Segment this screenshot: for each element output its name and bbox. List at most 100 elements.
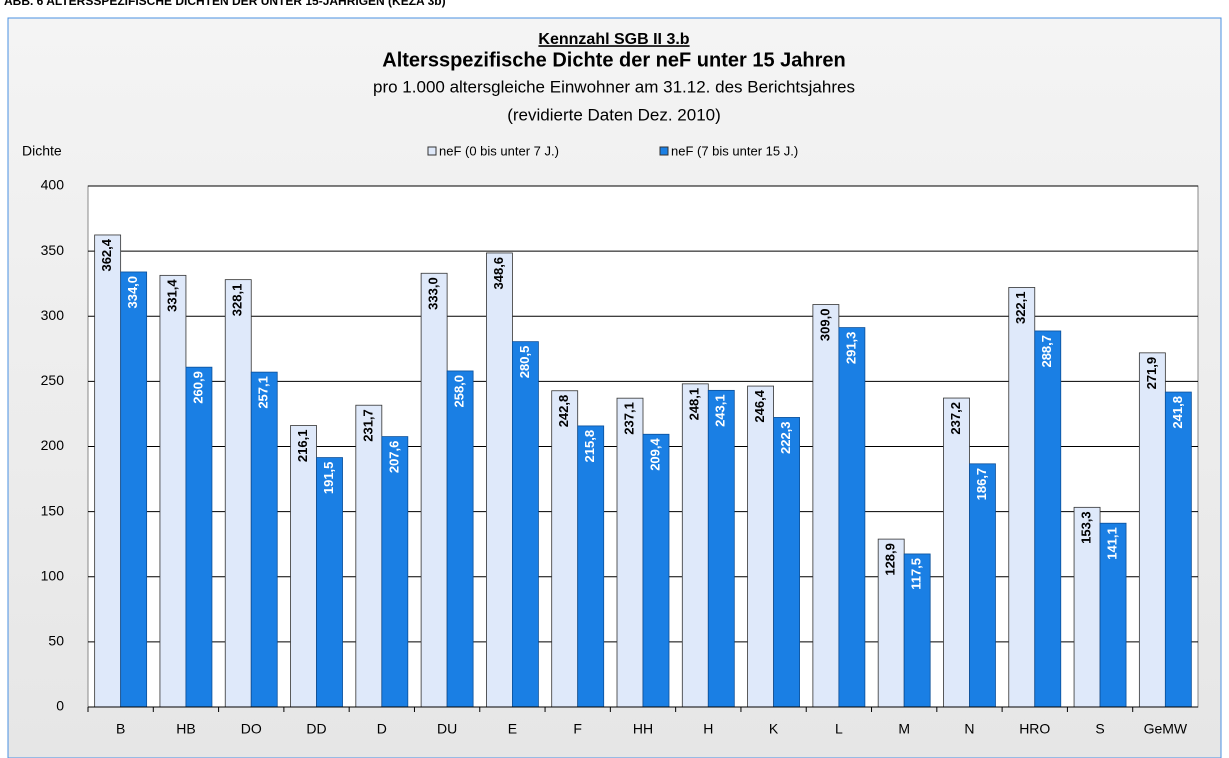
data-label: 280,5 xyxy=(517,346,532,379)
bar xyxy=(316,457,343,708)
bar xyxy=(747,385,774,708)
data-label: 258,0 xyxy=(452,375,467,408)
y-tick-label: 0 xyxy=(56,698,64,714)
bar xyxy=(969,463,996,708)
x-tick-label: D xyxy=(377,721,387,737)
x-tick-label: M xyxy=(898,721,910,737)
bar xyxy=(838,327,866,708)
data-label: 348,6 xyxy=(491,257,506,290)
data-label: 328,1 xyxy=(230,284,245,317)
x-tick-label: DO xyxy=(241,721,262,737)
x-tick-label: HB xyxy=(176,721,195,737)
data-label: 237,2 xyxy=(948,402,963,435)
data-label: 333,0 xyxy=(426,277,441,310)
data-label: 222,3 xyxy=(778,421,793,454)
data-label: 362,4 xyxy=(99,238,114,271)
y-tick-label: 400 xyxy=(41,177,65,193)
note: (revidierte Daten Dez. 2010) xyxy=(507,105,721,124)
bar xyxy=(1099,522,1127,708)
bar xyxy=(120,271,148,708)
bar xyxy=(1164,391,1192,708)
data-label: 246,4 xyxy=(752,389,767,422)
data-label: 271,9 xyxy=(1144,357,1159,390)
bar xyxy=(1073,506,1101,708)
bar xyxy=(707,389,735,708)
data-label: 260,9 xyxy=(190,371,205,404)
bar xyxy=(1138,352,1166,708)
data-label: 191,5 xyxy=(321,462,336,495)
bar xyxy=(250,371,278,708)
x-tick-label: B xyxy=(116,721,125,737)
bar xyxy=(420,272,448,708)
chart-title: Altersspezifische Dichte der neF unter 1… xyxy=(382,49,846,71)
bar xyxy=(812,304,840,708)
bar xyxy=(551,390,579,708)
x-tick-label: DU xyxy=(437,721,457,737)
data-label: 291,3 xyxy=(843,332,858,365)
data-label: 128,9 xyxy=(883,543,898,576)
y-tick-label: 200 xyxy=(41,437,65,453)
bar xyxy=(773,417,800,708)
legend-label: neF (0 bis unter 7 J.) xyxy=(439,143,559,158)
data-label: 231,7 xyxy=(360,409,375,442)
x-tick-label: DD xyxy=(306,721,326,737)
y-tick-label: 50 xyxy=(48,633,64,649)
data-label: 242,8 xyxy=(556,395,571,428)
data-label: 243,1 xyxy=(713,394,728,427)
legend-label: neF (7 bis unter 15 J.) xyxy=(671,143,798,158)
bar xyxy=(381,436,409,708)
data-label: 186,7 xyxy=(974,468,989,501)
x-tick-label: K xyxy=(769,721,779,737)
x-tick-label: HH xyxy=(633,721,653,737)
bar xyxy=(616,397,644,708)
bar xyxy=(446,370,474,708)
x-tick-label: N xyxy=(964,721,974,737)
data-label: 322,1 xyxy=(1013,291,1028,324)
legend-swatch xyxy=(659,146,669,156)
y-tick-label: 300 xyxy=(41,307,65,323)
x-tick-label: S xyxy=(1095,721,1104,737)
bar xyxy=(642,433,670,708)
data-label: 207,6 xyxy=(386,441,401,474)
x-tick-label: GeMW xyxy=(1144,721,1188,737)
bar xyxy=(159,274,187,708)
y-tick-label: 100 xyxy=(41,567,65,583)
bar xyxy=(290,425,317,708)
y-tick-label: 350 xyxy=(41,242,65,258)
data-label: 241,8 xyxy=(1170,396,1185,429)
data-label: 117,5 xyxy=(909,558,924,590)
data-label: 248,1 xyxy=(687,388,702,421)
x-tick-label: L xyxy=(835,721,843,737)
data-label: 141,1 xyxy=(1104,527,1119,560)
y-tick-label: 150 xyxy=(41,502,65,518)
data-label: 331,4 xyxy=(164,279,179,312)
kicker: Kennzahl SGB II 3.b xyxy=(538,31,689,48)
data-label: 237,1 xyxy=(621,402,636,435)
subtitle: pro 1.000 altersgleiche Einwohner am 31.… xyxy=(373,77,855,96)
x-tick-label: H xyxy=(703,721,713,737)
x-tick-label: HRO xyxy=(1019,721,1050,737)
data-label: 215,8 xyxy=(582,430,597,463)
x-tick-label: E xyxy=(508,721,517,737)
bar xyxy=(512,341,539,708)
legend-swatch xyxy=(427,146,437,156)
bar xyxy=(943,397,970,708)
bar xyxy=(903,553,931,708)
bar xyxy=(185,366,213,708)
data-label: 153,3 xyxy=(1078,511,1093,544)
data-label: 288,7 xyxy=(1039,335,1054,368)
data-label: 216,1 xyxy=(295,430,310,463)
bar xyxy=(224,279,252,708)
header: ABB. 6 ALTERSSPEZIFISCHE DICHTEN DER UNT… xyxy=(4,0,446,8)
bar xyxy=(577,425,605,708)
data-label: 309,0 xyxy=(817,309,832,342)
data-label: 334,0 xyxy=(125,276,140,309)
bar xyxy=(355,404,383,708)
bar xyxy=(681,383,709,708)
bar xyxy=(94,234,122,708)
x-tick-label: F xyxy=(573,721,582,737)
bar xyxy=(486,252,513,708)
data-label: 209,4 xyxy=(647,438,662,471)
